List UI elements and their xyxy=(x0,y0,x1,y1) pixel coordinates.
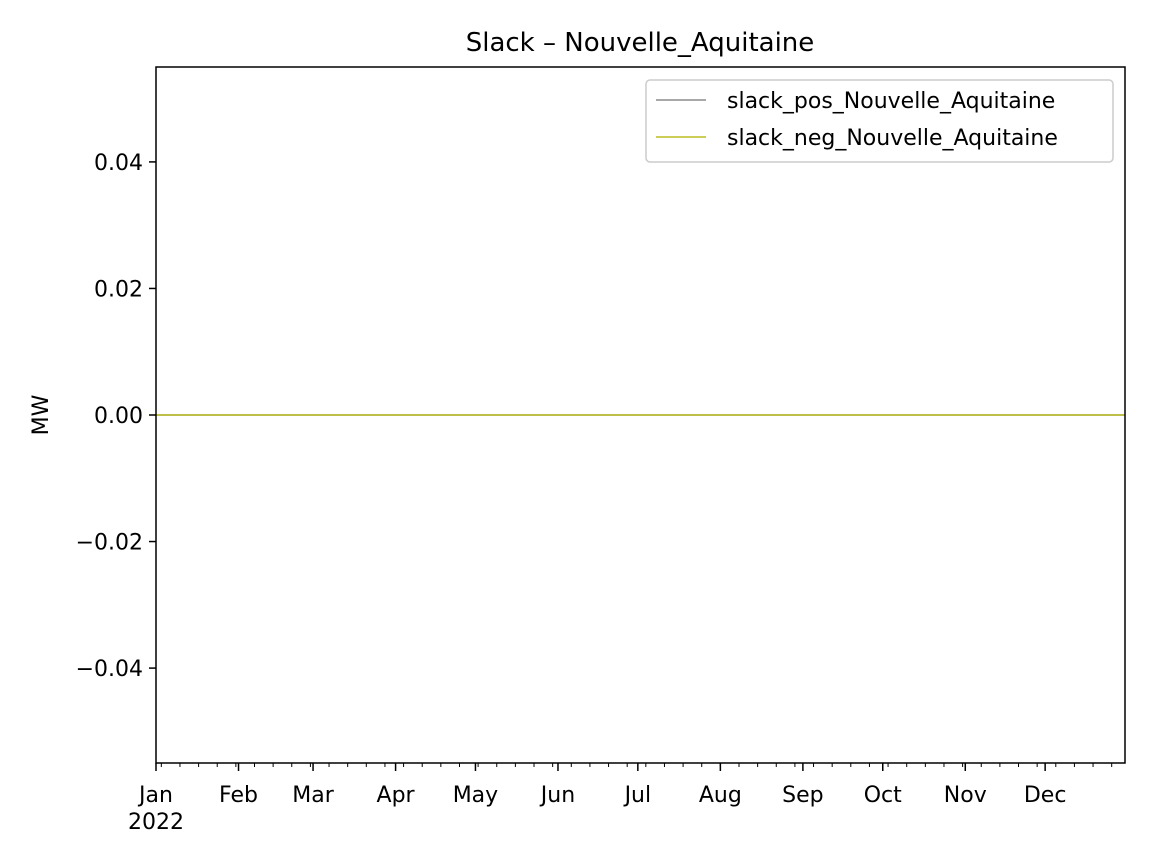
x-tick-label: May xyxy=(453,783,498,808)
legend-box xyxy=(645,79,1114,163)
x-tick-label: Jul xyxy=(623,783,652,808)
y-tick-label: 0.02 xyxy=(94,277,143,302)
x-tick-label: Mar xyxy=(292,783,334,808)
chart-title: Slack – Nouvelle_Aquitaine xyxy=(466,28,815,58)
legend-label: slack_neg_Nouvelle_Aquitaine xyxy=(727,126,1058,151)
y-tick-label: −0.04 xyxy=(76,657,143,682)
x-tick-label: Sep xyxy=(782,783,823,808)
x-tick-label: Apr xyxy=(377,783,416,808)
x-tick-label: Oct xyxy=(864,783,902,808)
y-axis: 0.04 0.02 0.00 −0.02 −0.04 xyxy=(76,151,156,682)
y-tick-label: 0.04 xyxy=(94,151,143,176)
legend: slack_pos_Nouvelle_Aquitaine slack_neg_No… xyxy=(645,79,1114,163)
x-tick-label: Nov xyxy=(944,783,987,808)
y-axis-label: MW xyxy=(29,394,54,435)
x-tick-label: Dec xyxy=(1024,783,1067,808)
legend-label: slack_pos_Nouvelle_Aquitaine xyxy=(727,89,1055,114)
x-axis: Jan Feb Mar Apr May Jun Jul Aug Sep Oct Nov Dec xyxy=(137,763,1113,808)
x-year-label: 2022 xyxy=(128,810,184,835)
y-tick-label: −0.02 xyxy=(76,531,143,556)
x-tick-label: Jun xyxy=(539,783,575,808)
x-tick-label: Feb xyxy=(219,783,258,808)
y-tick-label: 0.00 xyxy=(94,404,143,429)
x-tick-label: Aug xyxy=(699,783,742,808)
x-tick-label: Jan xyxy=(137,783,173,808)
